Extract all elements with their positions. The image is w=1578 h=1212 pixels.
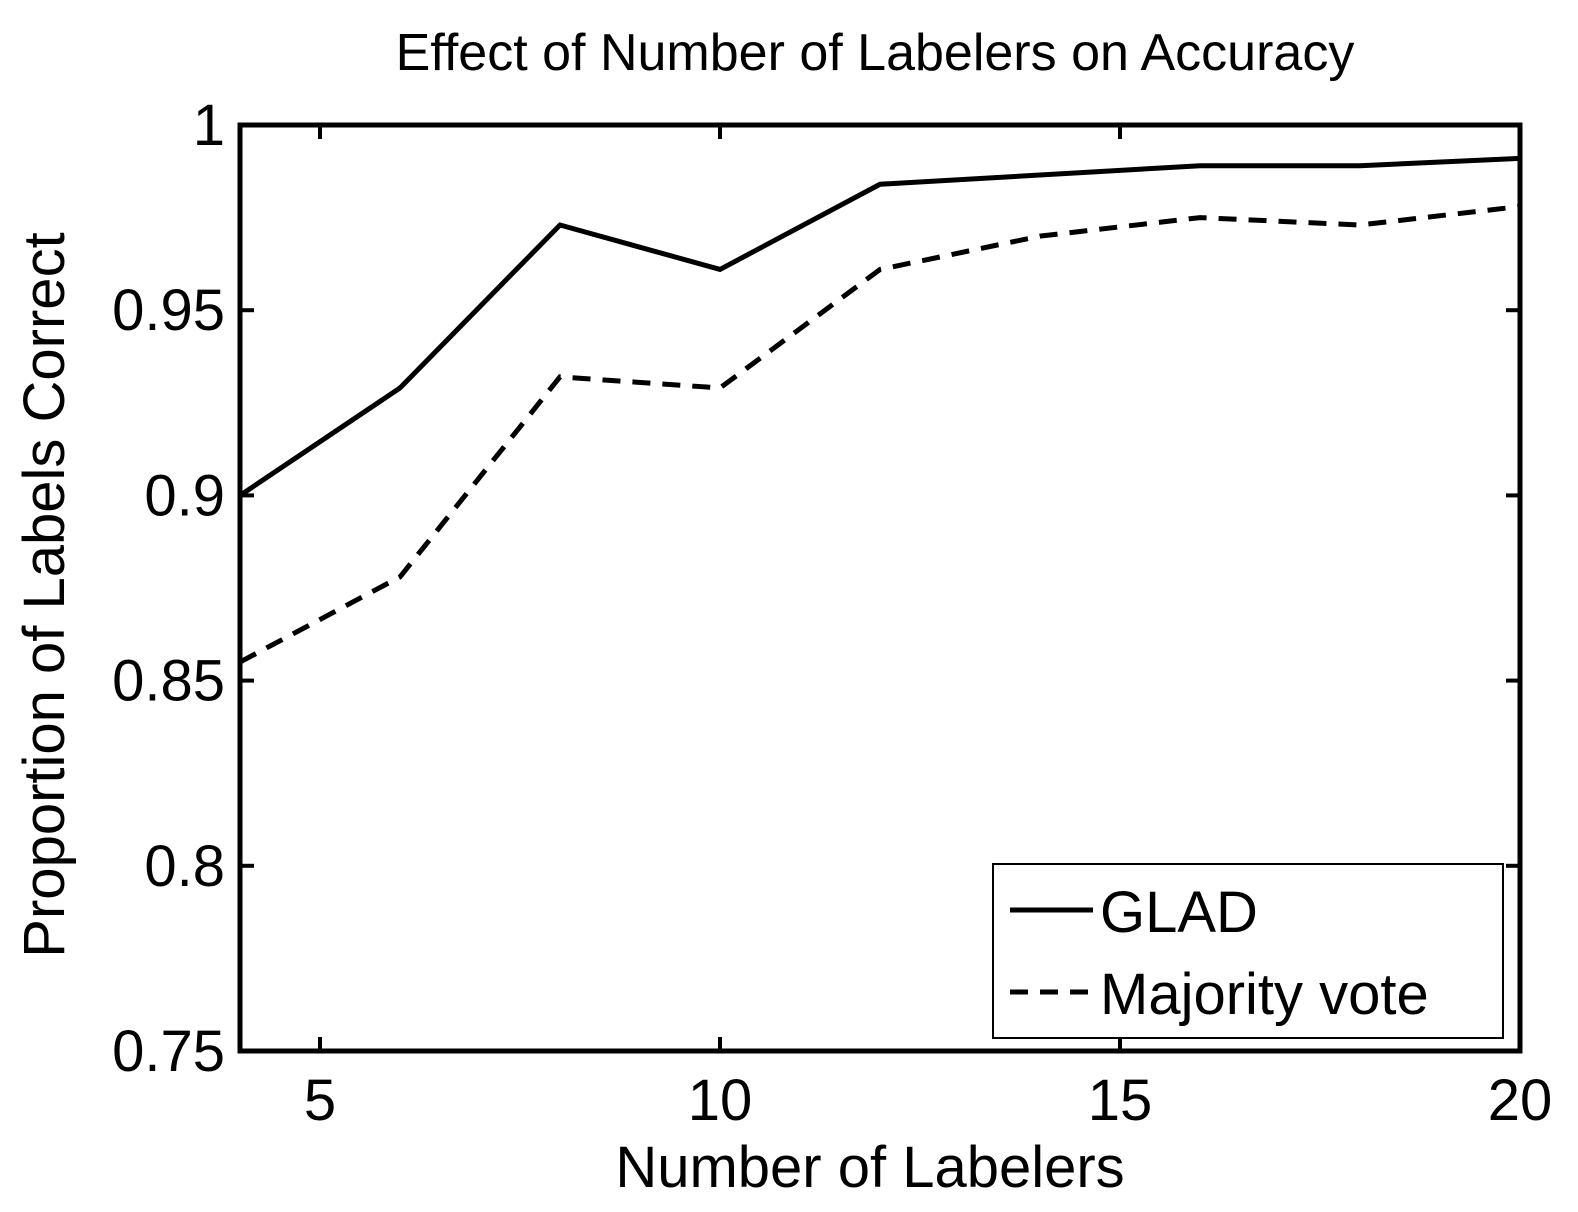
legend-label-glad: GLAD — [1100, 880, 1258, 945]
chart-title: Effect of Number of Labelers on Accuracy — [396, 24, 1355, 82]
legend-box — [992, 863, 1504, 1039]
x-tick-label: 5 — [304, 1068, 336, 1133]
y-tick-label: 0.95 — [112, 278, 225, 343]
y-tick-label: 0.85 — [112, 649, 225, 714]
x-tick-label: 15 — [1088, 1068, 1153, 1133]
series-line-majority-vote — [238, 204, 1521, 665]
x-axis-title: Number of Labelers — [615, 1135, 1124, 1200]
legend: GLAD Majority vote — [992, 863, 1504, 1039]
x-tick-label: 10 — [688, 1068, 753, 1133]
y-axis-title: Proportion of Labels Correct — [12, 232, 77, 957]
y-axis-ticks: 0.75 0.8 0.85 0.9 0.95 1 — [112, 93, 1520, 1084]
series-layer — [238, 155, 1521, 665]
x-axis-ticks: 5 10 15 20 — [304, 125, 1552, 1133]
plot-frame — [237, 122, 1523, 1054]
y-tick-label: 0.9 — [144, 463, 225, 528]
y-tick-label: 0.8 — [144, 834, 225, 899]
series-line-glad — [238, 155, 1521, 498]
y-tick-label: 1 — [193, 93, 225, 158]
legend-label-majority-vote: Majority vote — [1100, 962, 1429, 1027]
y-tick-label: 0.75 — [112, 1019, 225, 1084]
x-tick-label: 20 — [1488, 1068, 1553, 1133]
